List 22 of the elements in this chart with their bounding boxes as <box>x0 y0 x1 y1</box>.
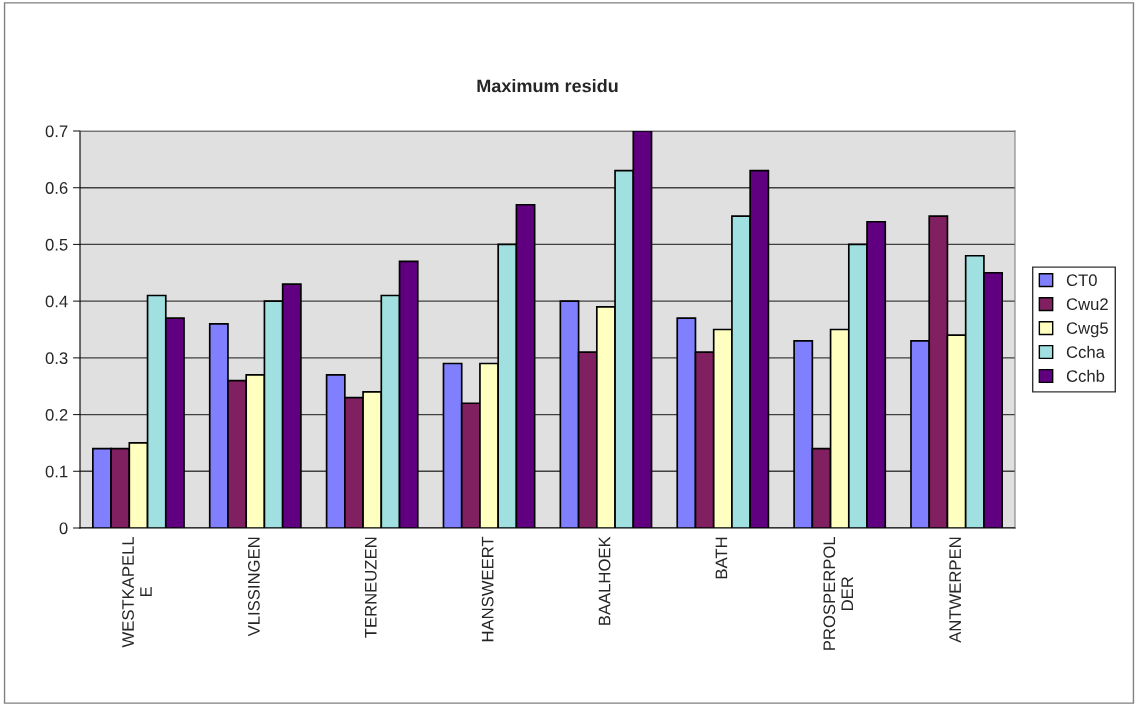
y-tick-label: 0 <box>59 522 68 535</box>
y-tick-label: 0.1 <box>45 465 68 478</box>
chart-title: Maximum residu <box>477 79 618 93</box>
y-tick-label: 0.2 <box>45 408 68 421</box>
legend-label: Cwg5 <box>1066 322 1108 338</box>
legend-label: Cchb <box>1066 369 1105 382</box>
y-tick-label: 0.6 <box>45 182 68 194</box>
y-tick-label: 0.7 <box>45 125 68 138</box>
x-tick-label: BATH <box>715 537 728 579</box>
x-tick-label: ANTWERPEN <box>949 537 961 643</box>
x-tick-label: BAALHOEK <box>598 536 611 625</box>
y-tick-label: 0.4 <box>45 295 68 308</box>
x-tick-label: PROSPERPOLDER <box>823 536 853 650</box>
legend-label: Ccha <box>1066 345 1105 358</box>
x-tick-label: TERNEUZEN <box>365 537 377 638</box>
x-tick-label: WESTKAPELLE <box>122 536 152 648</box>
x-tick-label: VLISSINGEN <box>247 537 260 637</box>
legend-label: CT0 <box>1066 274 1097 287</box>
legend-label: Cwu2 <box>1066 298 1108 311</box>
y-tick-label: 0.5 <box>45 238 68 251</box>
x-tick-label: HANSWEERT <box>481 536 494 642</box>
y-tick-label: 0.3 <box>45 352 68 365</box>
